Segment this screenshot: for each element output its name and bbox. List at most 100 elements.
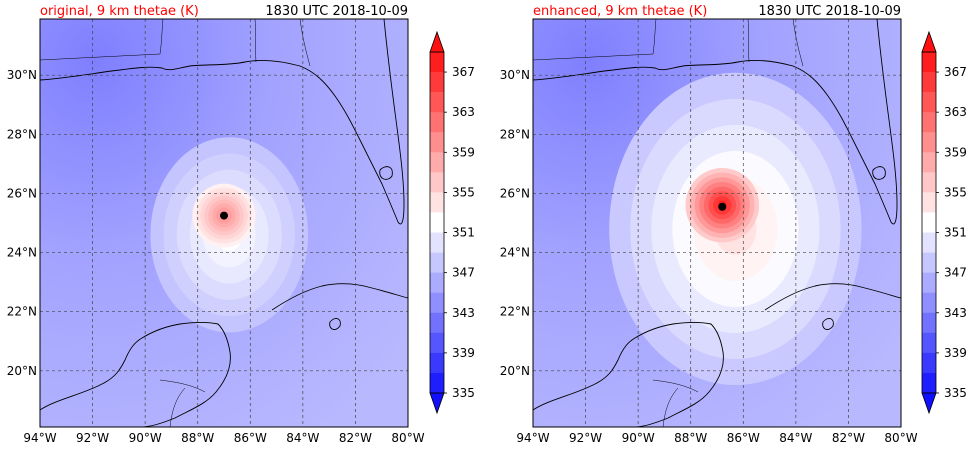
colorbar-segment: [430, 252, 444, 273]
colorbar-tick-label: 363: [452, 105, 475, 119]
x-tick-label: 84°W: [286, 431, 319, 445]
x-tick-label: 80°W: [391, 431, 424, 445]
x-axis-ticks: 94°W 92°W 90°W 88°W 86°W 84°W 82°W 80°W: [23, 431, 424, 445]
colorbar-segment: [922, 272, 936, 294]
y-tick-label: 20°N: [7, 364, 37, 378]
y-tick-label: 28°N: [7, 127, 37, 141]
grid-lines: [533, 19, 901, 427]
grid-lines: [40, 19, 408, 427]
colorbar-segment: [430, 92, 444, 113]
colorbar-extend-max: [429, 30, 445, 53]
chart-time-enhanced: 1830 UTC 2018-10-09: [758, 4, 901, 19]
coastline: [533, 19, 901, 427]
colorbar-segment: [922, 172, 936, 193]
colorbar-segment: [430, 332, 444, 354]
colorbar-segment: [922, 112, 936, 133]
colorbar-segment: [922, 332, 936, 354]
x-tick-label: 90°W: [622, 431, 655, 445]
colorbar-segment: [922, 192, 936, 213]
colorbar-segment: [922, 152, 936, 173]
y-tick-label: 24°N: [500, 246, 530, 260]
colorbar-tick-label: 351: [452, 226, 475, 240]
map-frame-original: [39, 18, 409, 428]
colorbar-extend-max: [921, 30, 937, 53]
colorbar-segment: [922, 252, 936, 273]
colorbar-tick-label: 351: [944, 226, 967, 240]
colorbar-segment: [430, 372, 444, 394]
colorbar-tick-label: 355: [944, 185, 967, 199]
x-tick-label: 84°W: [779, 431, 812, 445]
panel-original: original, 9 km thetae (K) 1830 UTC 2018-…: [7, 4, 475, 445]
coastline: [40, 19, 408, 427]
colorbar-tick-label: 343: [452, 306, 475, 320]
y-tick-label: 22°N: [7, 305, 37, 319]
colorbar-segment: [922, 352, 936, 374]
y-tick-label: 26°N: [500, 186, 530, 200]
colorbar-segment: [922, 132, 936, 153]
colorbar-tick-label: 347: [944, 266, 967, 280]
x-tick-label: 82°W: [832, 431, 865, 445]
colorbar-segment: [430, 52, 444, 73]
x-tick-label: 90°W: [129, 431, 162, 445]
y-tick-label: 28°N: [500, 127, 530, 141]
x-tick-label: 92°W: [569, 431, 602, 445]
x-tick-label: 80°W: [884, 431, 917, 445]
y-tick-label: 20°N: [500, 364, 530, 378]
map-area-enhanced: [533, 19, 901, 427]
panel-enhanced: enhanced, 9 km thetae (K) 1830 UTC 2018-…: [500, 4, 967, 445]
y-tick-label: 30°N: [7, 68, 37, 82]
colorbar-segment: [430, 172, 444, 193]
country-borders: [40, 19, 311, 427]
chart-title-original: original, 9 km thetae (K): [40, 4, 199, 19]
colorbar-tick-label: 347: [452, 266, 475, 280]
country-borders: [533, 19, 804, 427]
storm-center-marker: [220, 211, 228, 220]
colorbar-segment: [430, 132, 444, 153]
colorbar-segment: [922, 232, 936, 253]
y-tick-label: 22°N: [500, 305, 530, 319]
colorbar-segment: [922, 312, 936, 334]
x-tick-label: 92°W: [76, 431, 109, 445]
x-tick-label: 88°W: [181, 431, 214, 445]
colorbar-tick-label: 339: [944, 346, 967, 360]
x-tick-label: 94°W: [516, 431, 549, 445]
colorbar-segment: [430, 272, 444, 294]
colorbar-tick-label: 359: [452, 145, 475, 159]
colorbar-segment: [430, 112, 444, 133]
colorbar-segment: [430, 212, 444, 233]
colorbar-frame: [921, 51, 937, 394]
colorbar-segment: [922, 292, 936, 314]
storm-center-marker: [718, 202, 727, 211]
x-tick-label: 88°W: [674, 431, 707, 445]
x-tick-label: 86°W: [234, 431, 267, 445]
colorbar-tick-label: 355: [452, 185, 475, 199]
map-frame-enhanced: [532, 18, 902, 428]
colorbar-segment: [430, 292, 444, 314]
colorbar-segment: [922, 372, 936, 394]
colorbar-tick-label: 343: [944, 306, 967, 320]
colorbar-tick-label: 363: [944, 105, 967, 119]
map-area-original: [40, 19, 408, 427]
chart-time-original: 1830 UTC 2018-10-09: [265, 4, 408, 19]
x-tick-label: 94°W: [23, 431, 56, 445]
colorbar-tick-label: 335: [452, 386, 475, 400]
x-tick-label: 86°W: [727, 431, 760, 445]
colorbar-segment: [922, 72, 936, 93]
colorbar-tick-label: 339: [452, 346, 475, 360]
colorbar-segment: [430, 352, 444, 374]
y-axis-ticks: 20°N 22°N 24°N 26°N 28°N 30°N: [7, 68, 37, 378]
colorbar-frame: [429, 51, 445, 394]
x-tick-label: 82°W: [339, 431, 372, 445]
colorbar-extend-min: [921, 392, 937, 415]
y-tick-label: 30°N: [500, 68, 530, 82]
colorbar-original: 367 363 359 355 351 347 343 339 335: [429, 30, 475, 415]
colorbar-segment: [922, 212, 936, 233]
colorbar-segment: [430, 312, 444, 334]
y-tick-label: 26°N: [7, 186, 37, 200]
colorbar-tick-label: 359: [944, 145, 967, 159]
colorbar-tick-label: 335: [944, 386, 967, 400]
colorbar-segment: [922, 52, 936, 73]
x-axis-ticks: 94°W 92°W 90°W 88°W 86°W 84°W 82°W 80°W: [516, 431, 917, 445]
y-axis-ticks: 20°N 22°N 24°N 26°N 28°N 30°N: [500, 68, 530, 378]
colorbar-segment: [430, 232, 444, 253]
